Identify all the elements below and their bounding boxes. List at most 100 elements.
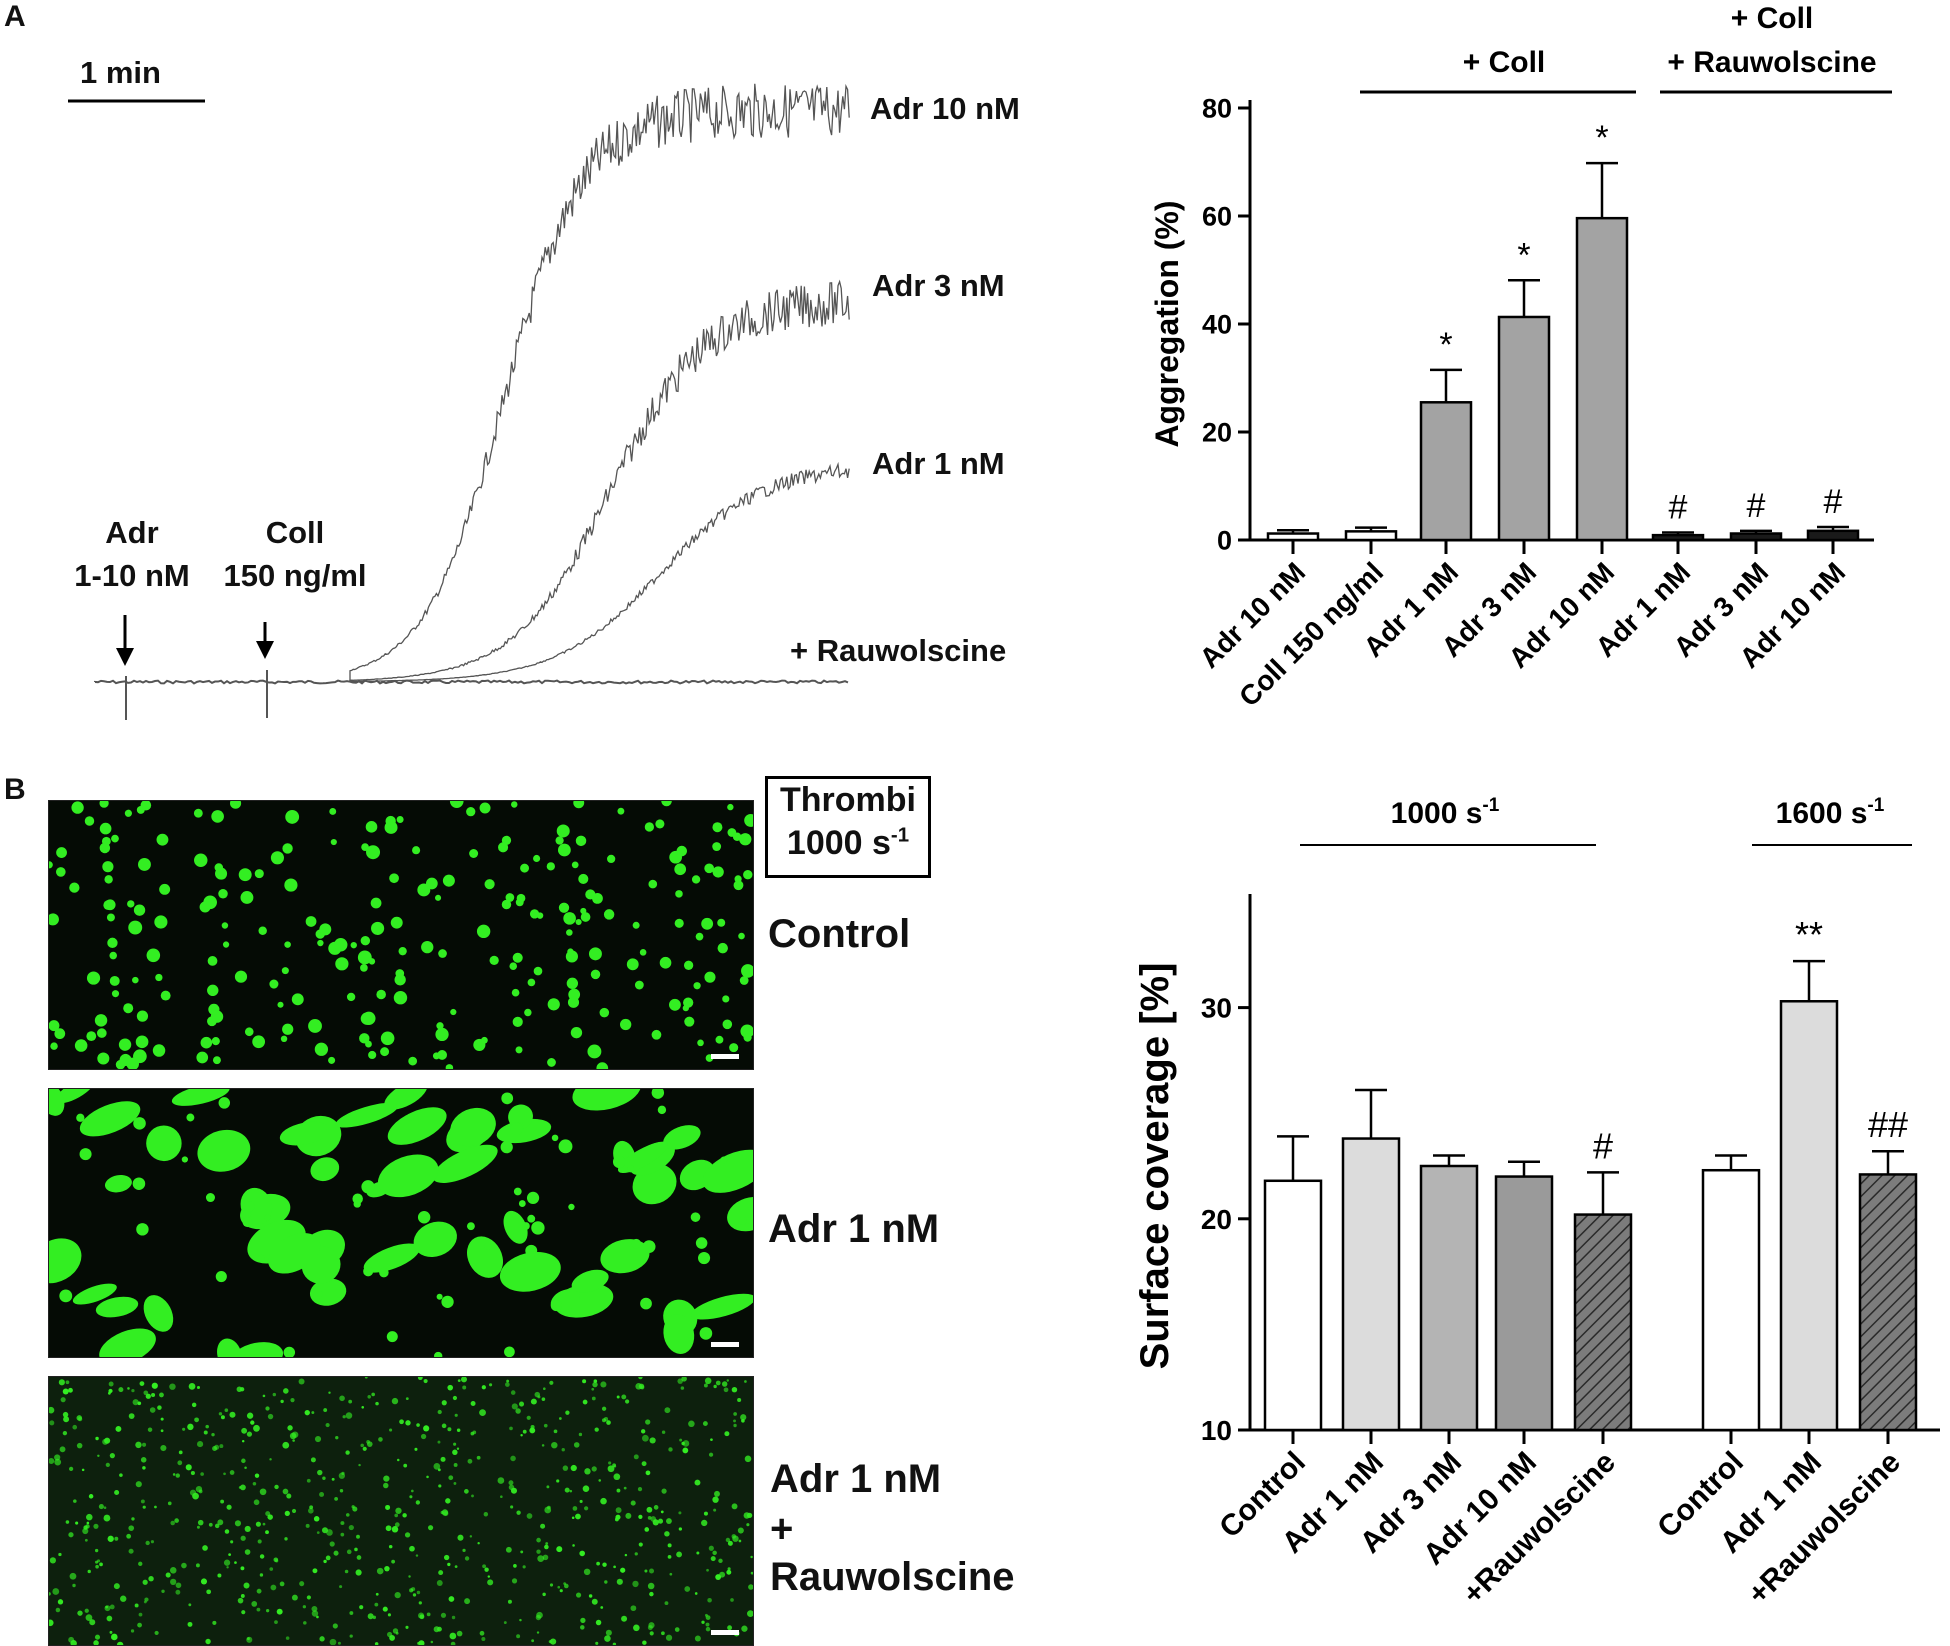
platelet-dot: [220, 1415, 225, 1420]
platelet-dot: [627, 1165, 635, 1173]
thrombus-blob: [727, 1196, 753, 1232]
platelet-dot: [205, 1192, 215, 1203]
platelet-dot: [272, 1392, 277, 1397]
platelet-dot: [515, 1408, 521, 1414]
platelet-dot: [479, 802, 491, 814]
platelet-dot: [732, 1535, 739, 1542]
platelet-dot: [52, 1588, 60, 1595]
platelet-dot: [256, 1607, 261, 1612]
platelet-dot: [159, 1392, 164, 1398]
platelet-dot: [712, 1496, 719, 1503]
platelet-dot: [526, 1513, 533, 1519]
platelet-dot: [365, 821, 378, 833]
platelet-dot: [558, 1417, 562, 1420]
platelet-dot: [348, 1524, 354, 1531]
thrombus-blob: [571, 1269, 609, 1293]
platelet-dot: [733, 1423, 737, 1428]
platelet-dot: [510, 1455, 516, 1462]
platelet-dot: [211, 1037, 220, 1046]
y-axis-label: Surface coverage [%]: [1133, 963, 1177, 1370]
platelet-dot: [290, 1398, 295, 1403]
platelet-dot: [640, 1429, 646, 1434]
platelet-dot: [607, 854, 616, 864]
thrombus-blob: [432, 1144, 498, 1184]
platelet-dot: [382, 1606, 388, 1612]
platelet-dot: [104, 1605, 111, 1612]
platelet-dot: [714, 1490, 720, 1497]
trace-label-adr10: Adr 10 nM: [870, 91, 1020, 126]
platelet-dot: [49, 1420, 55, 1426]
platelet-dot: [575, 918, 582, 926]
platelet-dot: [292, 1439, 295, 1442]
significance-mark: *: [1439, 326, 1452, 364]
platelet-dot: [708, 1452, 714, 1457]
platelet-dot: [617, 807, 625, 815]
platelet-dot: [207, 956, 218, 966]
platelet-dot: [106, 913, 115, 922]
platelet-dot: [733, 880, 744, 891]
platelet-dot: [509, 962, 518, 970]
platelet-dot: [536, 1549, 541, 1554]
platelet-dot: [582, 1399, 588, 1405]
platelet-dot: [105, 1462, 110, 1468]
platelet-dot: [684, 1016, 695, 1027]
platelet-dot: [567, 996, 580, 1008]
platelet-dot: [703, 1511, 708, 1516]
platelet-dot: [722, 995, 730, 1003]
platelet-dot: [453, 1482, 457, 1485]
platelet-dot: [160, 1429, 164, 1433]
platelet-dot: [340, 1521, 345, 1526]
platelet-dot: [471, 1494, 474, 1498]
platelet-dot: [661, 1631, 665, 1636]
platelet-dot: [743, 1033, 752, 1042]
platelet-dot: [159, 883, 171, 895]
platelet-dot: [380, 1031, 395, 1046]
platelet-dot: [72, 1424, 78, 1430]
platelet-dot: [489, 955, 499, 966]
trace-label-adr3: Adr 3 nM: [872, 268, 1005, 303]
platelet-dot: [383, 1482, 389, 1489]
platelet-dot: [270, 1584, 277, 1591]
platelet-dot: [375, 1592, 379, 1596]
platelet-dot: [452, 1395, 458, 1401]
platelet-dot: [630, 1500, 636, 1506]
platelet-dot: [132, 1399, 139, 1406]
platelet-dot: [394, 974, 406, 986]
platelet-dot: [603, 909, 615, 920]
platelet-dot: [604, 1635, 611, 1642]
bar: [1344, 530, 1398, 542]
platelet-dot: [566, 929, 573, 936]
platelet-dot: [264, 1214, 271, 1221]
platelet-dot: [612, 1155, 626, 1169]
platelet-dot: [89, 1619, 96, 1626]
platelet-dot: [704, 863, 715, 874]
platelet-dot: [649, 1568, 655, 1574]
platelet-dot: [109, 975, 120, 986]
platelet-dot: [520, 1434, 523, 1437]
platelet-dot: [364, 1377, 368, 1379]
platelet-dot: [434, 1351, 443, 1357]
platelet-dot: [634, 980, 644, 990]
platelet-dot: [274, 1559, 279, 1563]
platelet-dot: [575, 835, 587, 847]
platelet-dot: [77, 1610, 83, 1616]
platelet-dot: [269, 1567, 274, 1571]
platelet-dot: [694, 1479, 701, 1486]
adr-arrow-icon: [116, 615, 134, 666]
platelet-dot: [637, 1487, 643, 1492]
platelet-dot: [744, 1380, 747, 1383]
platelet-dot: [284, 1537, 288, 1541]
platelet-dot: [661, 1430, 666, 1434]
platelet-dot: [625, 1512, 632, 1519]
platelet-dot: [541, 1444, 545, 1447]
platelet-dot: [737, 1527, 744, 1534]
platelet-dot: [505, 1382, 510, 1387]
platelet-dot: [406, 1113, 415, 1121]
platelet-dot: [58, 1379, 65, 1386]
platelet-dot: [62, 1411, 69, 1418]
platelet-dot: [642, 1640, 647, 1645]
platelet-dot: [658, 1518, 664, 1524]
platelet-dot: [456, 1428, 461, 1433]
platelet-dot: [423, 1425, 430, 1432]
platelet-dot: [238, 868, 252, 882]
